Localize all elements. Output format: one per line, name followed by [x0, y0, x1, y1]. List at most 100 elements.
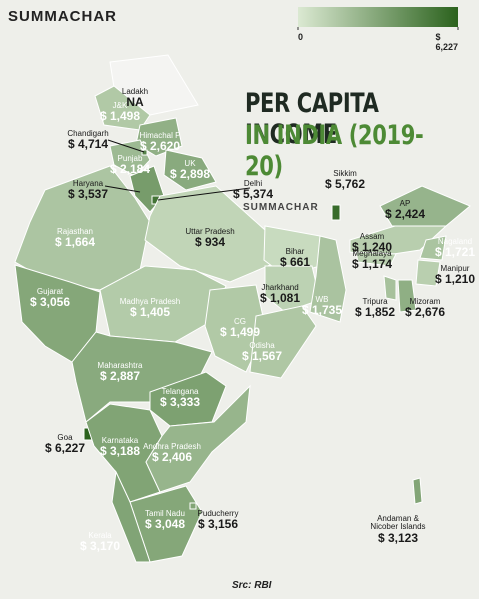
region-name: Maharashtra — [97, 361, 143, 370]
region-value: $ 1,081 — [259, 291, 301, 306]
region-value: $ 1,499 — [219, 325, 261, 340]
region-value: $ 1,498 — [99, 109, 141, 124]
region-value: $ 6,227 — [44, 441, 86, 456]
region-value: $ 2,424 — [384, 207, 426, 222]
region-name: Goa — [57, 433, 73, 442]
region-label: Haryana $ 3,537 — [68, 179, 108, 201]
region-name: Andhra Pradesh — [143, 442, 201, 451]
region-label: Gujarat $ 3,056 — [29, 287, 71, 310]
region-label: Karnataka $ 3,188 — [99, 436, 141, 459]
region-label: Chandigarh $ 4,714 — [67, 129, 109, 152]
region-value: $ 3,056 — [29, 295, 71, 310]
region — [163, 149, 217, 191]
region-label: Rajasthan $ 1,664 — [54, 227, 96, 250]
region-label: Mizoram $ 2,676 — [404, 297, 446, 320]
region-value: $ 3,188 — [99, 444, 141, 459]
region-value: $ 2,184 — [109, 162, 151, 177]
region — [349, 225, 448, 257]
region-value: $ 1,567 — [241, 349, 283, 364]
region-name: Nagaland — [437, 237, 473, 246]
region-name: Punjab — [117, 154, 143, 163]
region-label: Jharkhand $ 1,081 — [259, 283, 301, 306]
region-value: $ 2,620 — [139, 139, 181, 154]
region-name: Himachal P — [139, 131, 181, 140]
region-name: Assam — [359, 232, 385, 241]
source: Src: RBI — [232, 580, 272, 591]
region-label: Himachal P $ 2,620 — [139, 131, 181, 154]
region-name: Tamil Nadu — [144, 509, 186, 518]
region-name: Jharkhand — [261, 283, 299, 292]
region-value: $ 661 — [279, 255, 311, 270]
region-name: Ladakh — [121, 87, 149, 96]
region-label: Nagaland $ 1,721 — [434, 237, 476, 260]
region-name: Chandigarh — [67, 129, 109, 138]
region — [204, 284, 267, 373]
region-name: Rajasthan — [56, 227, 94, 236]
region-value: $ 1,721 — [434, 245, 476, 260]
region — [309, 235, 347, 323]
region-label: Uttar Pradesh $ 934 — [185, 227, 234, 249]
region-value: $ 1,852 — [354, 305, 396, 320]
region — [383, 275, 397, 301]
region-label: Manipur $ 1,210 — [434, 264, 476, 287]
region-value: $ 1,210 — [434, 272, 476, 287]
region-name: AP — [399, 199, 411, 208]
region-name: Madhya Pradesh — [119, 297, 181, 306]
region-label: CG $ 1,499 — [219, 317, 261, 340]
region-name: Odisha — [249, 341, 275, 350]
region — [419, 235, 447, 261]
region — [111, 470, 151, 563]
region-label: Tripura $ 1,852 — [354, 297, 396, 320]
region-name: WB — [315, 295, 329, 304]
region-value: $ 1,664 — [54, 235, 96, 250]
region — [94, 85, 151, 131]
brand: SUMMACHAR — [8, 8, 117, 25]
region-value: $ 4,714 — [67, 137, 109, 152]
region-value: $ 3,170 — [79, 539, 121, 554]
region-value: $ 3,333 — [159, 395, 201, 410]
region-value: $ 3,048 — [144, 517, 186, 532]
region-label: Maharashtra $ 2,887 — [97, 361, 143, 384]
legend-label: $ 6,227 — [435, 32, 459, 52]
region-label: Sikkim $ 5,762 — [324, 169, 366, 192]
region — [379, 185, 471, 227]
region-name: Sikkim — [333, 169, 357, 178]
region-value: $ 2,898 — [169, 167, 211, 182]
region — [145, 384, 251, 493]
region-label: Telangana $ 3,333 — [159, 387, 201, 410]
leader-line — [107, 139, 145, 153]
region-label: Delhi $ 5,374 — [232, 179, 274, 202]
region-label: Puducherry $ 3,156 — [197, 509, 239, 531]
region-value: $ 5,762 — [324, 177, 366, 192]
region — [144, 185, 271, 283]
region-label: Kerala $ 3,170 — [79, 531, 121, 554]
region-name: Telangana — [161, 387, 199, 396]
title: PER CAPITA INCOME — [245, 88, 379, 150]
region-label: Tamil Nadu $ 3,048 — [144, 509, 186, 532]
region — [189, 502, 197, 510]
region-label: Meghalaya $ 1,174 — [352, 249, 392, 271]
region-label: Bihar $ 661 — [279, 247, 311, 270]
region-name: Karnataka — [101, 436, 139, 445]
region-name: Bihar — [285, 247, 305, 256]
region-name: Puducherry — [197, 509, 239, 518]
region-label: WB $ 1,735 — [302, 295, 342, 317]
title: IN INDIA (2019-20) — [245, 120, 424, 182]
region-value: $ 5,374 — [232, 187, 274, 202]
region-name: Tripura — [362, 297, 388, 306]
region-label: Andaman & Nicober Islands $ 3,123 — [363, 514, 433, 545]
region-value: $ 2,676 — [404, 305, 446, 320]
region-value: $ 3,123 — [377, 530, 419, 545]
legend-bar — [298, 7, 458, 27]
region-label: Punjab $ 2,184 — [109, 154, 151, 177]
leader-line — [104, 185, 141, 193]
legend-label: 0 — [298, 32, 304, 42]
region-name: Andaman & Nicober Islands — [370, 514, 426, 532]
region-label: Ladakh NA — [121, 87, 149, 109]
region-name: UK — [184, 159, 196, 168]
region-name: Delhi — [243, 179, 263, 188]
region — [355, 251, 397, 267]
region-value: $ 2,887 — [99, 369, 141, 384]
